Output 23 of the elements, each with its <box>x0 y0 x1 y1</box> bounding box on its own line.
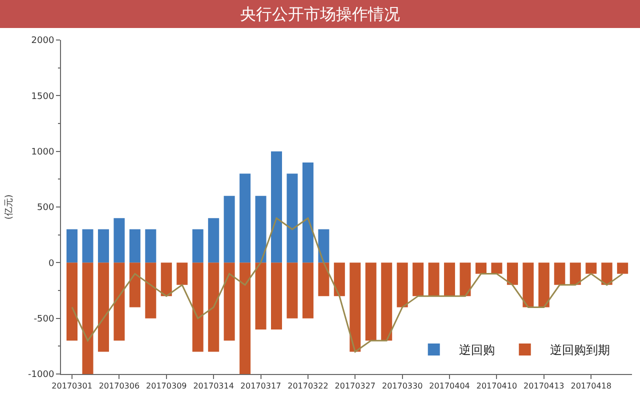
y-tick-label: 500 <box>37 203 54 214</box>
y-tick-label: 0 <box>48 258 54 269</box>
legend-label: 逆回购到期 <box>550 343 610 358</box>
x-tick-label: 20170413 <box>524 382 564 391</box>
x-tick-label: 20170410 <box>476 382 518 391</box>
y-axis-title: (亿元) <box>3 194 14 220</box>
x-tick-label: 20170306 <box>98 382 140 391</box>
x-tick-label: 20170301 <box>52 382 92 391</box>
x-tick-label: 20170330 <box>382 382 423 391</box>
x-tick-label: 20170322 <box>288 382 328 391</box>
y-tick-label: -1000 <box>28 370 54 380</box>
y-tick-label: 1000 <box>31 147 54 158</box>
y-tick-label: 2000 <box>31 36 54 46</box>
x-tick-label: 20170404 <box>429 382 470 391</box>
x-tick-label: 20170317 <box>240 382 282 391</box>
chart-title: 央行公开市场操作情况 <box>240 4 400 24</box>
x-tick-label: 20170418 <box>570 382 612 391</box>
y-tick-label: 1500 <box>31 92 54 102</box>
x-tick-label: 20170314 <box>193 382 234 391</box>
y-tick-label: -500 <box>34 314 54 324</box>
x-tick-label: 20170309 <box>146 382 187 391</box>
legend-label: 逆回购 <box>458 343 495 358</box>
x-tick-label: 20170327 <box>334 382 376 391</box>
